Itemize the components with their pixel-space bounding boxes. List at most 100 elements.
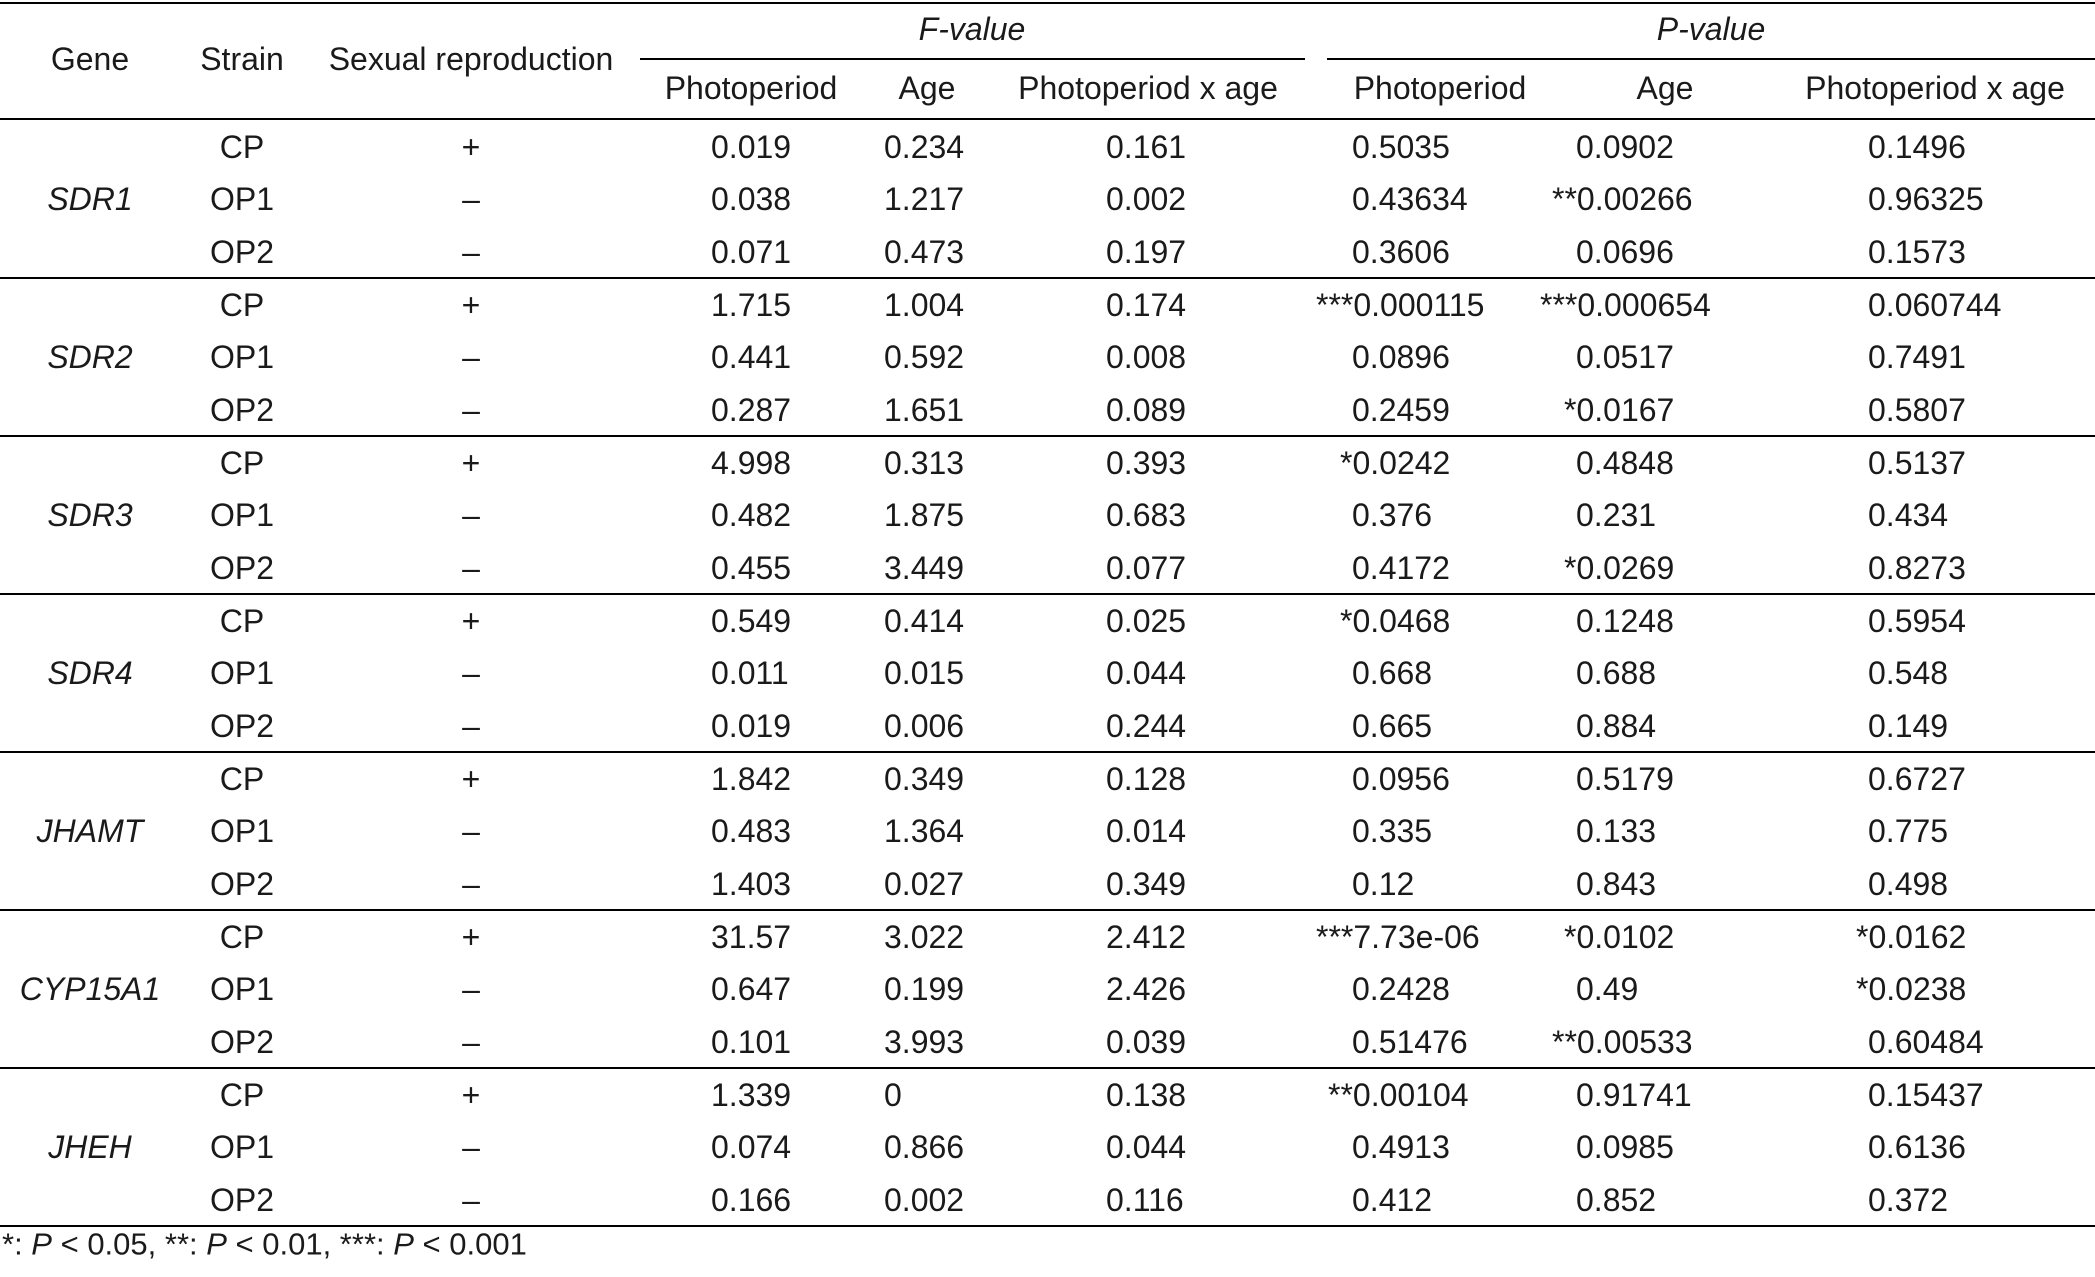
p-value-cell: 0.1496 [1868,129,1966,165]
p-value-cell: **0.00266 [1552,181,1693,217]
strain-cell: CP [219,761,265,797]
p-value-cell: 0.688 [1576,655,1657,691]
f-value-cell: 0.002 [884,1182,965,1218]
p-value-cell: 0.96325 [1868,181,1984,217]
f-value-cell: 0.166 [711,1182,792,1218]
sexual-reproduction-cell: – [462,1182,480,1218]
p-value-cell: 0.0956 [1352,761,1450,797]
p-value-cell: 0.852 [1576,1182,1657,1218]
p-value-cell: 0.51476 [1352,1024,1468,1060]
top-rule [0,2,2095,4]
f-value-cell: 0.313 [884,445,965,481]
header-bottom-rule [0,118,2095,120]
p-value-cell: 0.149 [1868,708,1949,744]
f-value-cell: 0.002 [1106,181,1187,217]
f-value-cell: 1.715 [711,287,792,323]
p-value-cell: **0.00104 [1328,1077,1469,1113]
f-value-cell: 1.217 [884,181,965,217]
p-value-cell: 0.060744 [1868,287,2002,323]
p-value-cell: 0.6136 [1868,1129,1966,1165]
f-value-cell: 0.077 [1106,550,1187,586]
f-value-cell: 0.197 [1106,234,1187,270]
f-value-cell: 0.044 [1106,1129,1187,1165]
p-value-cell: ***0.000115 [1316,287,1485,323]
p-value-cell: 0.0902 [1576,129,1674,165]
p-value-cell: *0.0167 [1564,392,1675,428]
f-value-cell: 3.449 [884,550,965,586]
p-value-cell: 0.43634 [1352,181,1468,217]
f-value-cell: 1.339 [711,1077,792,1113]
sexual-reproduction-cell: + [461,603,481,639]
footnote-p-2: P [206,1226,227,1262]
f-value-cell: 0.683 [1106,497,1187,533]
p-value-cell: 0.12 [1352,866,1415,902]
p-value-cell: 0.91741 [1576,1077,1692,1113]
f-value-cell: 0.647 [711,971,792,1007]
f-value-cell: 0.349 [884,761,965,797]
p-value-cell: 0.884 [1576,708,1657,744]
table-bottom-rule [0,1225,2095,1227]
f-value-cell: 0.039 [1106,1024,1187,1060]
strain-cell: OP2 [209,708,275,744]
header-gene: Gene [50,41,130,77]
significance-footnote: *: P < 0.05, **: P < 0.01, ***: P < 0.00… [2,1229,527,1260]
strain-cell: OP1 [209,181,275,217]
p-value-cell: 0.15437 [1868,1077,1984,1113]
header-sexual-reproduction: Sexual reproduction [328,41,614,77]
p-value-cell: 0.412 [1352,1182,1433,1218]
group-separator [0,435,2095,437]
strain-cell: OP1 [209,813,275,849]
strain-cell: OP1 [209,497,275,533]
f-value-cell: 0.482 [711,497,792,533]
p-value-cell: 0.335 [1352,813,1433,849]
p-value-cell: 0.8273 [1868,550,1966,586]
group-separator [0,1067,2095,1069]
p-value-cell: **0.00533 [1552,1024,1693,1060]
sexual-reproduction-cell: – [462,550,480,586]
sexual-reproduction-cell: + [461,761,481,797]
p-value-cell: *0.0269 [1564,550,1675,586]
sexual-reproduction-cell: – [462,813,480,849]
strain-cell: OP2 [209,1024,275,1060]
f-value-cell: 0.592 [884,339,965,375]
sexual-reproduction-cell: – [462,708,480,744]
f-value-cell: 0.174 [1106,287,1187,323]
p-value-cell: 0.668 [1352,655,1433,691]
f-value-cell: 0.011 [711,655,789,691]
strain-cell: OP1 [209,655,275,691]
strain-cell: OP2 [209,1182,275,1218]
f-value-cell: 31.57 [711,919,792,955]
f-value-cell: 0.138 [1106,1077,1187,1113]
gene-label: JHAMT [36,813,144,849]
p-value-cell: 0.4172 [1352,550,1450,586]
sexual-reproduction-cell: – [462,655,480,691]
sexual-reproduction-cell: – [462,971,480,1007]
strain-cell: OP2 [209,866,275,902]
sexual-reproduction-cell: + [461,445,481,481]
p-value-cell: 0.1248 [1576,603,1674,639]
gene-label: SDR1 [47,181,133,217]
p-value-cell: 0.5954 [1868,603,1966,639]
sexual-reproduction-cell: – [462,392,480,428]
gene-label: SDR3 [47,497,133,533]
pvalue-underline [1327,58,2095,60]
f-value-cell: 0.244 [1106,708,1187,744]
f-value-cell: 0.025 [1106,603,1187,639]
f-value-cell: 1.842 [711,761,792,797]
f-value-cell: 0.019 [711,708,792,744]
p-value-cell: ***7.73e-06 [1316,919,1480,955]
f-value-cell: 1.651 [884,392,965,428]
sexual-reproduction-cell: – [462,1129,480,1165]
p-value-cell: 0.7491 [1868,339,1966,375]
sexual-reproduction-cell: + [461,919,481,955]
f-value-cell: 0.101 [711,1024,792,1060]
p-value-cell: 0.0696 [1576,234,1674,270]
f-value-cell: 0.006 [884,708,965,744]
f-value-cell: 0.549 [711,603,792,639]
f-value-cell: 1.364 [884,813,965,849]
strain-cell: CP [219,603,265,639]
f-value-cell: 0.044 [1106,655,1187,691]
f-value-cell: 0.199 [884,971,965,1007]
sexual-reproduction-cell: + [461,1077,481,1113]
